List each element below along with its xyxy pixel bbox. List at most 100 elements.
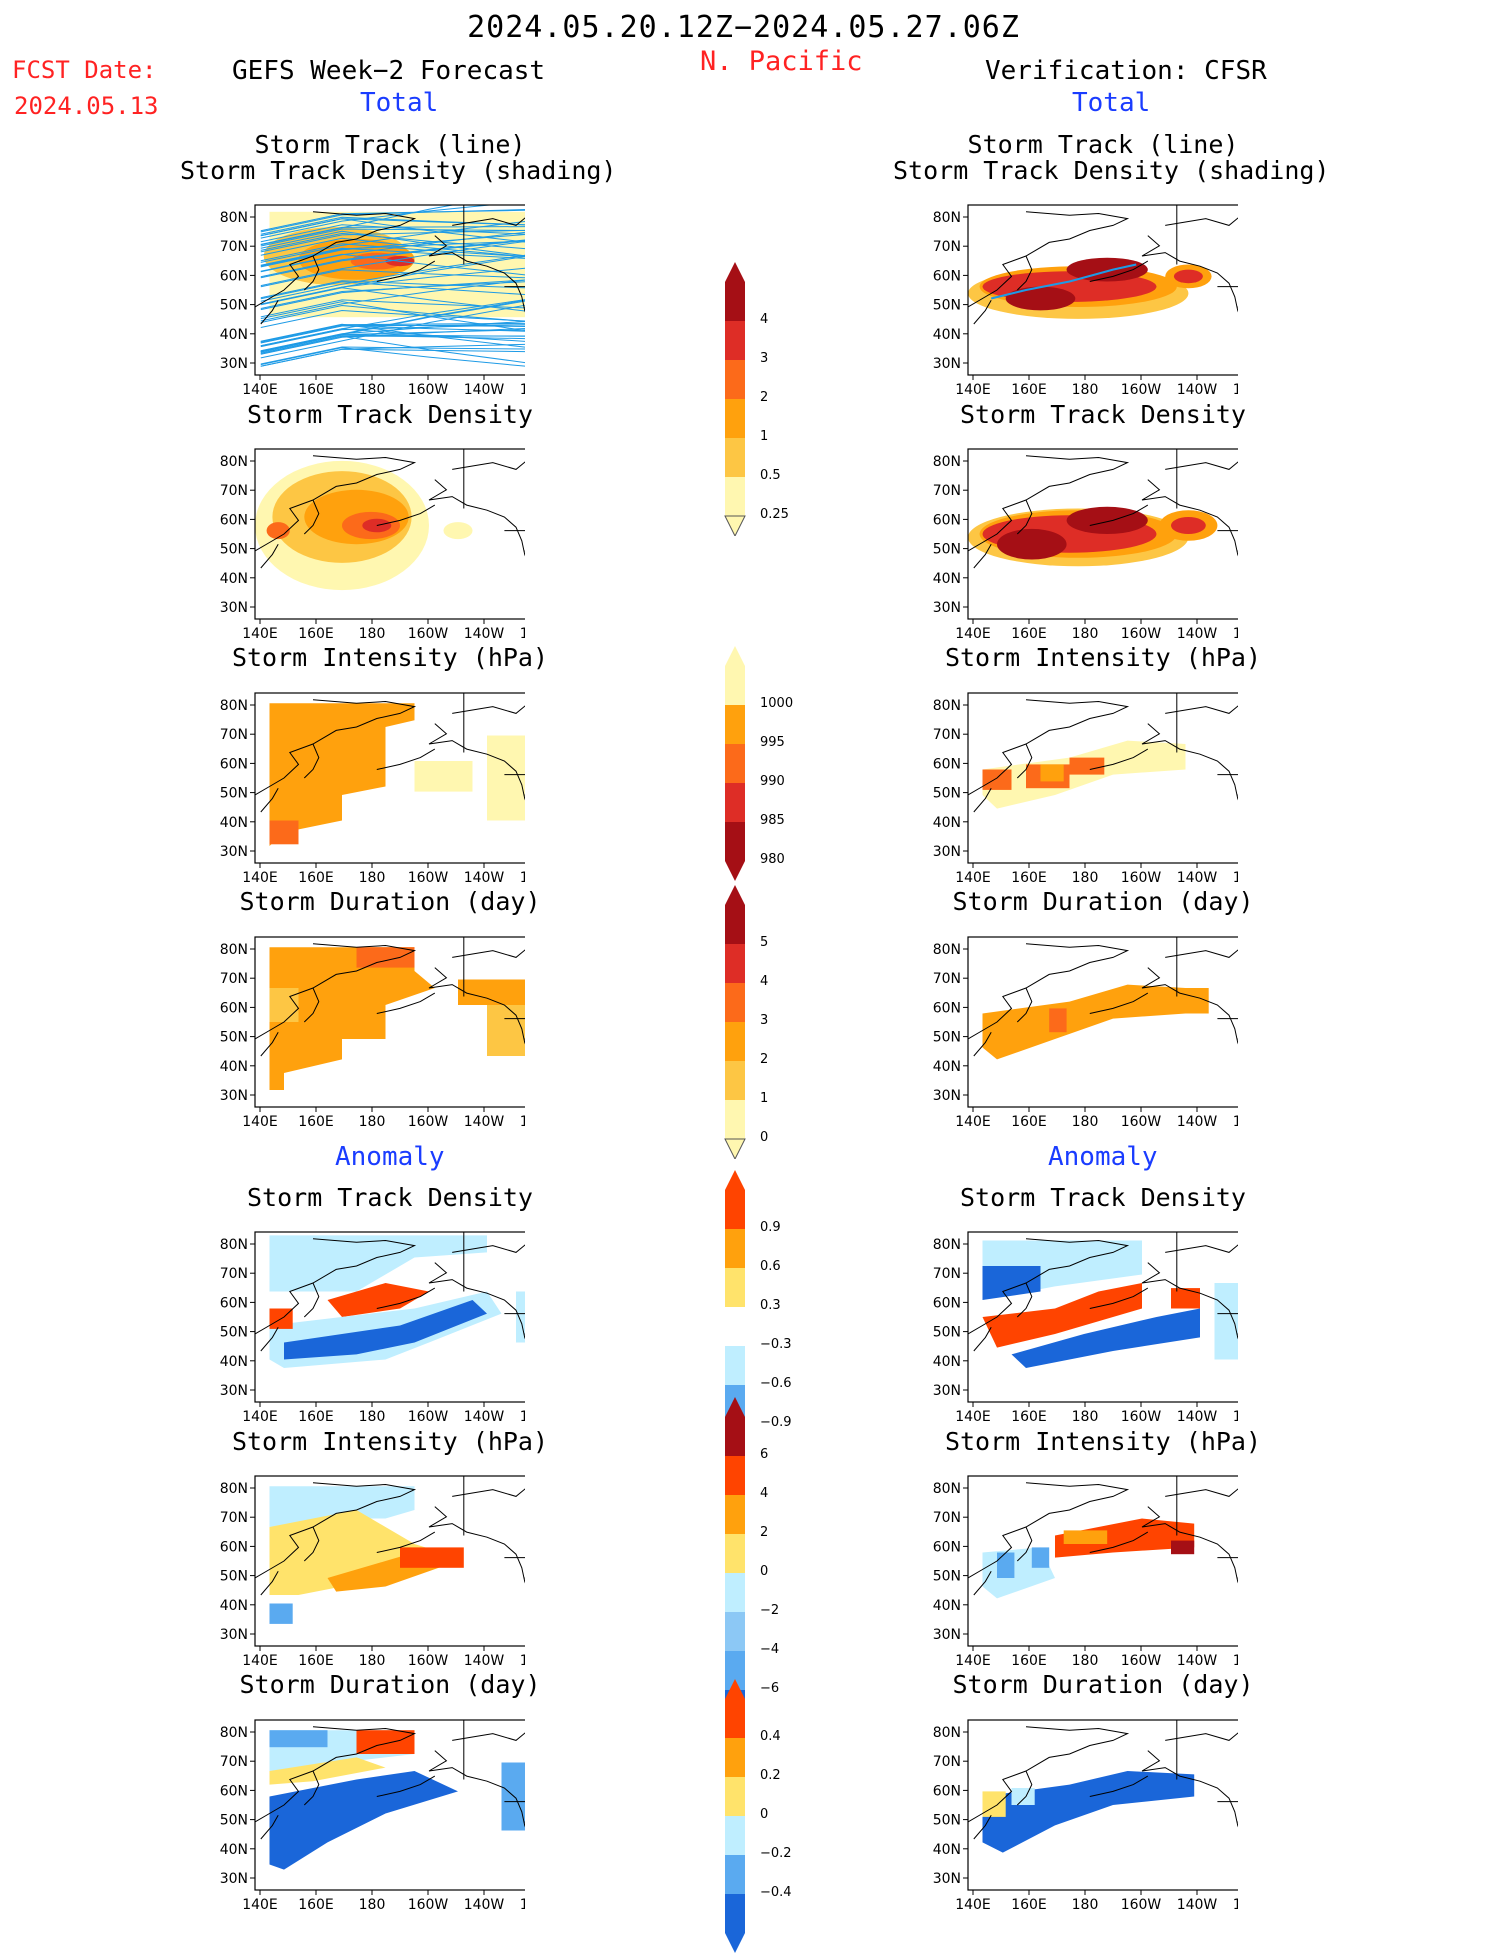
colorbar-density: 4 3 2 1 0.5 0.25 xyxy=(720,262,760,536)
y-tick-label: 80N xyxy=(933,942,961,958)
colorbar-label: −0.6 xyxy=(760,1376,792,1391)
y-tick-label: 40N xyxy=(933,571,961,587)
right-anomaly-label: Anomaly xyxy=(1048,1142,1158,1172)
shading-region xyxy=(444,522,473,539)
y-tick-label: 40N xyxy=(933,1842,961,1858)
x-tick-label: 140W xyxy=(464,870,505,886)
y-tick-label: 70N xyxy=(933,971,961,987)
x-tick-label: 160E xyxy=(1011,870,1047,886)
map-svg: 140E 160E 180 160W 140W 120W 80N 70N 60N 50N 40N 30… xyxy=(928,1466,1238,1676)
y-tick-label: 70N xyxy=(220,483,248,499)
colorbar-swatch xyxy=(725,1534,745,1573)
y-tick-label: 70N xyxy=(933,1510,961,1526)
y-tick-label: 80N xyxy=(933,1237,961,1253)
y-tick-label: 50N xyxy=(220,786,248,802)
colorbar-label: 1 xyxy=(760,1091,768,1106)
y-tick-label: 50N xyxy=(220,1325,248,1341)
map-left-intensity: 140E 160E 180 160W 140W 120W 80N 70N 60N 50N 40N 30… xyxy=(215,683,525,893)
map-left-anom-intensity: 140E 160E 180 160W 140W 120W 80N 70N 60N 50N 40N 30… xyxy=(215,1466,525,1676)
x-tick-label: 120W xyxy=(1233,1653,1238,1669)
x-tick-label: 160W xyxy=(1121,1114,1162,1130)
colorbar-swatch xyxy=(725,1190,745,1229)
colorbar-label: 2 xyxy=(760,390,768,405)
y-tick-label: 40N xyxy=(933,327,961,343)
colorbar-swatch xyxy=(725,399,745,438)
colorbar-label: −0.2 xyxy=(760,1846,792,1861)
x-tick-label: 160E xyxy=(298,1409,334,1425)
y-tick-label: 50N xyxy=(220,542,248,558)
x-tick-label: 160W xyxy=(408,1653,449,1669)
shading-layer xyxy=(255,449,525,619)
y-tick-label: 70N xyxy=(220,1510,248,1526)
colorbar-swatch xyxy=(725,1346,745,1385)
x-tick-label: 140E xyxy=(242,1409,278,1425)
left-track-title-1: Storm Track (line) xyxy=(180,130,600,159)
shading-layer xyxy=(255,1476,525,1646)
shading-layer xyxy=(968,1476,1238,1646)
right-total-label: Total xyxy=(1072,88,1150,118)
y-tick-label: 50N xyxy=(220,298,248,314)
y-tick-label: 50N xyxy=(933,786,961,802)
colorbar-swatch xyxy=(725,1573,745,1612)
colorbar-anom-duration: 0.4 0.2 0 −0.2 −0.4 xyxy=(720,1679,760,1953)
shading-cell xyxy=(997,1553,1014,1579)
colorbar-label: 990 xyxy=(760,774,785,789)
colorbar-arrow-top xyxy=(725,262,745,282)
x-tick-label: 160E xyxy=(1011,1897,1047,1913)
map-left-duration: 140E 160E 180 160W 140W 120W 80N 70N 60N 50N 40N 30… xyxy=(215,927,525,1137)
y-tick-label: 70N xyxy=(220,971,248,987)
y-tick-label: 30N xyxy=(933,844,961,860)
y-tick-label: 60N xyxy=(933,268,961,284)
colorbar-arrow-bottom xyxy=(725,1933,745,1953)
y-tick-label: 80N xyxy=(220,210,248,226)
x-tick-label: 140E xyxy=(242,870,278,886)
colorbar-swatch xyxy=(725,1777,745,1816)
map-left-anom-duration: 140E160E180160W140W120W80N70N60N50N40N30… xyxy=(215,1710,525,1920)
colorbar-swatch xyxy=(725,944,745,983)
shading-region xyxy=(1067,507,1148,534)
x-tick-label: 140E xyxy=(242,626,278,642)
shading-cell xyxy=(415,761,473,792)
x-tick-label: 140W xyxy=(464,1897,505,1913)
y-tick-label: 50N xyxy=(220,1569,248,1585)
shading-region xyxy=(1006,287,1076,311)
x-tick-label: 160E xyxy=(1011,1409,1047,1425)
x-tick-label: 120W xyxy=(520,1114,525,1130)
y-tick-label: 30N xyxy=(933,600,961,616)
y-tick-label: 60N xyxy=(220,1539,248,1555)
x-tick-label: 160W xyxy=(1121,382,1162,398)
x-tick-label: 180 xyxy=(1072,870,1099,886)
shading-cell xyxy=(983,1791,1006,1817)
x-tick-label: 120W xyxy=(1233,382,1238,398)
colorbar-label: −0.9 xyxy=(760,1415,792,1430)
x-tick-label: 140E xyxy=(242,1114,278,1130)
x-tick-label: 120W xyxy=(1233,1409,1238,1425)
colorbar-swatch xyxy=(725,1456,745,1495)
y-tick-label: 50N xyxy=(933,1569,961,1585)
map-right-anom-duration: 140E160E180160W140W120W80N70N60N50N40N30… xyxy=(928,1710,1238,1920)
y-tick-label: 70N xyxy=(933,1266,961,1282)
map-right-track: 140E 160E 180 160W 140W 120W 80N 70N 60N 50N 40N 30… xyxy=(928,195,1238,405)
x-tick-label: 140W xyxy=(1177,1653,1218,1669)
x-tick-label: 140W xyxy=(1177,626,1218,642)
x-tick-label: 160E xyxy=(1011,1653,1047,1669)
shading-layer xyxy=(255,195,525,375)
colorbar-label: 3 xyxy=(760,351,768,366)
shading-layer xyxy=(255,693,525,863)
y-tick-label: 30N xyxy=(220,600,248,616)
colorbar-swatch xyxy=(725,1268,745,1307)
colorbar-label: 1 xyxy=(760,429,768,444)
x-tick-label: 160E xyxy=(298,1114,334,1130)
x-tick-label: 180 xyxy=(359,1897,386,1913)
y-tick-label: 40N xyxy=(933,1354,961,1370)
y-tick-label: 80N xyxy=(220,454,248,470)
colorbar-arrow-top xyxy=(725,1170,745,1190)
x-tick-label: 140W xyxy=(1177,382,1218,398)
y-tick-label: 60N xyxy=(933,1295,961,1311)
map-svg: 140E 160E 180 160W 140W 120W 80N 70N 60N 50N 40N 30… xyxy=(928,195,1238,405)
shading-layer xyxy=(968,205,1238,375)
colorbar-label: 0.9 xyxy=(760,1220,781,1235)
y-tick-label: 80N xyxy=(220,698,248,714)
colorbar-svg xyxy=(720,885,760,1159)
y-tick-label: 40N xyxy=(220,815,248,831)
